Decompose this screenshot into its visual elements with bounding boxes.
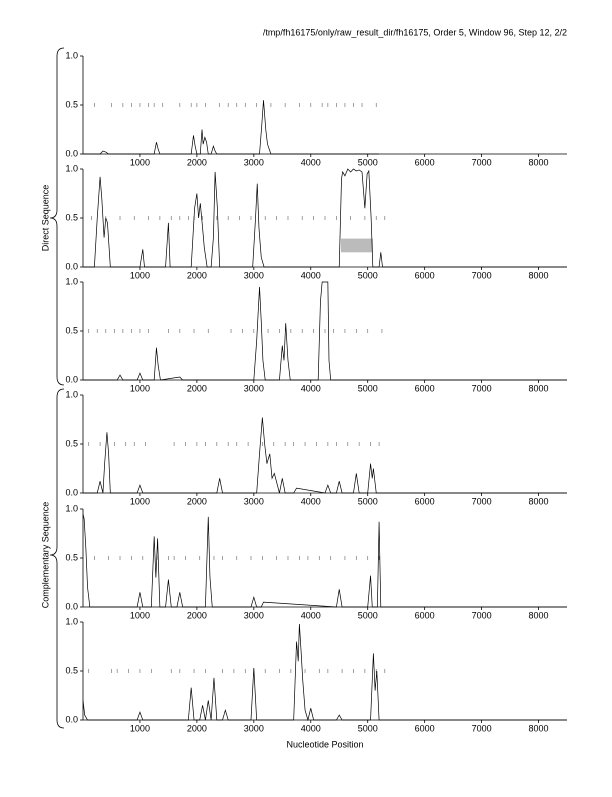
x-tick-label: 1000 (130, 496, 150, 506)
x-tick-label: 3000 (244, 723, 264, 733)
x-tick-label: 4000 (301, 610, 321, 620)
x-tick-label: 3000 (244, 157, 264, 167)
x-tick-label: 2000 (187, 157, 207, 167)
trace (82, 623, 567, 722)
region (340, 238, 373, 253)
x-tick-label: 8000 (529, 610, 549, 620)
x-tick-label: 3000 (244, 270, 264, 280)
brace (49, 388, 65, 729)
x-tick-label: 5000 (358, 496, 378, 506)
x-tick-label: 1000 (130, 383, 150, 393)
x-tick-label: 4000 (301, 157, 321, 167)
x-tick-label: 3000 (244, 610, 264, 620)
x-tick-label: 7000 (472, 157, 492, 167)
x-tick-label: 7000 (472, 383, 492, 393)
y-tick-label: 0.5 (65, 99, 78, 109)
y-tick-label: 1.0 (65, 503, 78, 513)
x-tick-label: 5000 (358, 270, 378, 280)
y-tick-label: 1.0 (65, 50, 78, 60)
y-tick-label: 1.0 (65, 616, 78, 626)
x-tick-label: 1000 (130, 723, 150, 733)
y-tick-label: 0.0 (65, 374, 78, 384)
x-tick-label: 5000 (358, 383, 378, 393)
group-label: Complementary Sequence (40, 502, 50, 609)
x-tick-label: 1000 (130, 157, 150, 167)
x-tick-label: 1000 (130, 610, 150, 620)
group-label: Direct Sequence (40, 185, 50, 252)
x-tick-label: 8000 (529, 270, 549, 280)
trace (83, 417, 567, 494)
x-tick-label: 8000 (529, 383, 549, 393)
x-tick-label: 8000 (529, 496, 549, 506)
x-tick-label: 4000 (301, 496, 321, 506)
y-tick-label: 1.0 (65, 389, 78, 399)
x-tick-label: 8000 (529, 157, 549, 167)
x-tick-label: 8000 (529, 723, 549, 733)
x-tick-label: 3000 (244, 383, 264, 393)
x-tick-label: 6000 (415, 157, 435, 167)
y-tick-label: 0.5 (65, 665, 78, 675)
x-tick-label: 2000 (187, 496, 207, 506)
x-tick-label: 6000 (415, 383, 435, 393)
y-tick-label: 0.5 (65, 552, 78, 562)
y-tick-label: 1.0 (65, 163, 78, 173)
x-tick-label: 5000 (358, 610, 378, 620)
x-tick-label: 2000 (187, 723, 207, 733)
x-tick-label: 2000 (187, 610, 207, 620)
x-tick-label: 6000 (415, 496, 435, 506)
y-tick-label: 0.5 (65, 325, 78, 335)
y-tick-label: 0.0 (65, 487, 78, 497)
y-tick-label: 0.0 (65, 261, 78, 271)
x-axis-label: Nucleotide Position (286, 739, 363, 749)
x-tick-label: 3000 (244, 496, 264, 506)
y-tick-label: 0.5 (65, 438, 78, 448)
x-tick-label: 4000 (301, 383, 321, 393)
x-tick-label: 7000 (472, 723, 492, 733)
trace (83, 281, 567, 381)
x-tick-label: 1000 (130, 270, 150, 280)
y-tick-label: 0.5 (65, 212, 78, 222)
x-tick-label: 2000 (187, 383, 207, 393)
x-tick-label: 7000 (472, 610, 492, 620)
x-tick-label: 7000 (472, 496, 492, 506)
y-tick-label: 1.0 (65, 276, 78, 286)
x-tick-label: 6000 (415, 723, 435, 733)
brace (49, 47, 65, 386)
x-tick-label: 6000 (415, 270, 435, 280)
trace (83, 100, 380, 155)
x-tick-label: 5000 (358, 157, 378, 167)
trace (83, 168, 567, 268)
header: /tmp/fh16175/only/raw_result_dir/fh16175… (263, 27, 567, 37)
trace (82, 513, 567, 608)
x-tick-label: 6000 (415, 610, 435, 620)
x-tick-label: 4000 (301, 270, 321, 280)
x-tick-label: 7000 (472, 270, 492, 280)
x-tick-label: 4000 (301, 723, 321, 733)
x-tick-label: 5000 (358, 723, 378, 733)
x-tick-label: 2000 (187, 270, 207, 280)
y-tick-label: 0.0 (65, 714, 78, 724)
y-tick-label: 0.0 (65, 601, 78, 611)
y-tick-label: 0.0 (65, 148, 78, 158)
